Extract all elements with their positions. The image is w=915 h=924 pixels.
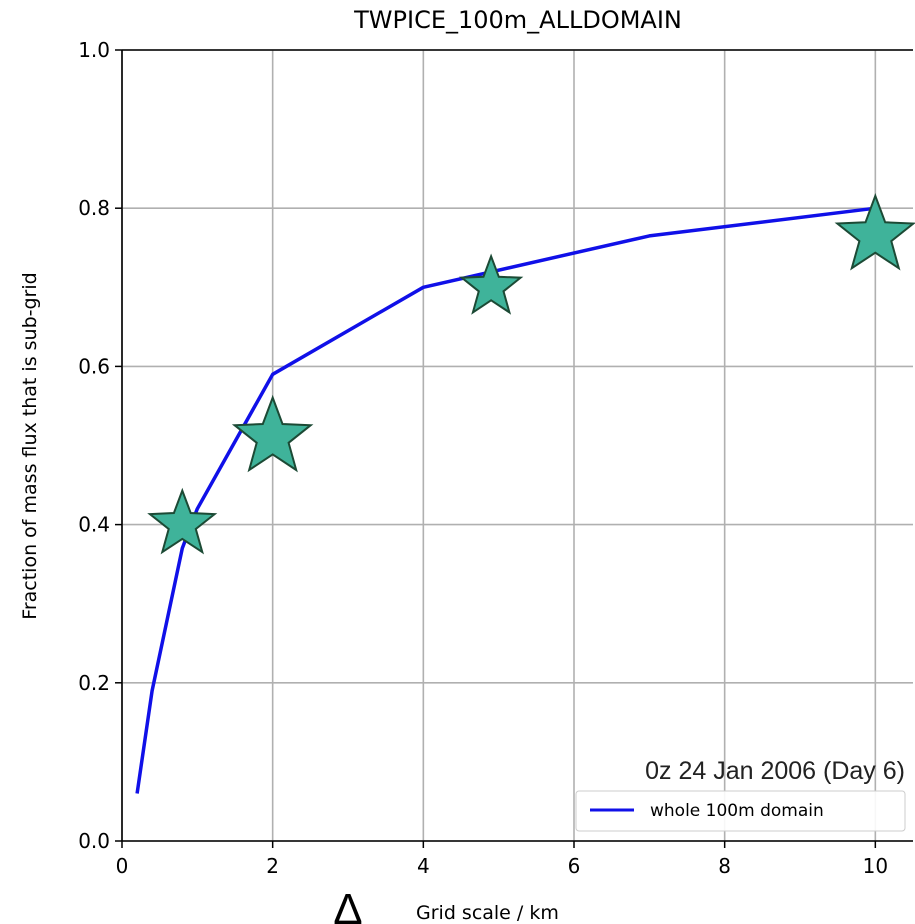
y-tick-label: 0.4 [78,513,110,537]
grid-lines [121,49,913,842]
y-tick-label: 0.0 [78,829,110,853]
y-axis-label: Fraction of mass flux that is sub-grid [19,272,41,619]
axes [115,49,913,848]
x-tick-label: 10 [863,854,888,878]
x-tick-label: 2 [266,854,279,878]
date-annotation: 0z 24 Jan 2006 (Day 6) [645,757,905,785]
tick-labels: 0 2 4 6 8 10 0.0 0.2 0.4 0.6 0.8 1.0 [78,38,888,878]
x-axis-symbol: Δ [333,885,362,924]
star-marker [231,394,314,473]
y-tick-label: 1.0 [78,38,110,62]
star-marker [458,253,524,315]
legend-box [575,790,906,832]
x-tick-label: 4 [417,854,430,878]
legend-label: whole 100m domain [650,801,824,821]
star-marker [834,193,915,271]
y-tick-label: 0.2 [78,671,110,695]
y-tick-label: 0.6 [78,354,110,378]
x-tick-label: 8 [718,854,731,878]
series-line-whole-100m-domain [135,206,876,794]
star-marker [147,487,218,555]
legend: whole 100m domain [575,790,906,832]
series-lines [135,206,876,794]
y-tick-label: 0.8 [78,196,110,220]
x-tick-label: 0 [116,854,129,878]
star-markers [147,193,915,555]
x-tick-label: 6 [568,854,581,878]
x-axis-label: Grid scale / km [416,902,559,924]
chart-title: TWPICE_100m_ALLDOMAIN [353,6,682,34]
